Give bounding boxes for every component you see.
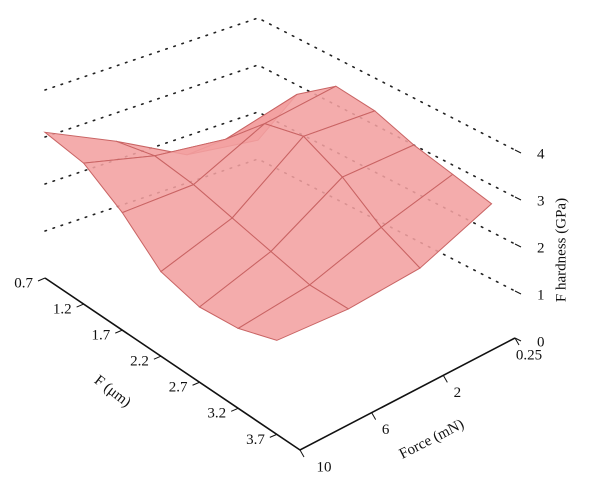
x-tick: [269, 433, 278, 438]
z-tick-label: 0: [537, 334, 545, 350]
grid-line: [44, 17, 516, 151]
x-tick-label: 1.7: [92, 328, 111, 344]
x-tick: [37, 277, 46, 282]
x-tick: [230, 407, 239, 412]
z-axis-title: F hardness (GPa): [553, 198, 569, 302]
z-tick-label: 3: [537, 193, 545, 209]
x-tick: [192, 381, 200, 386]
y-tick: [299, 449, 305, 458]
x-tick-label: 3.7: [246, 432, 265, 448]
z-tick: [514, 337, 522, 342]
z-tick: [514, 196, 522, 201]
z-tick: [514, 243, 522, 248]
z-tick-label: 2: [537, 240, 545, 256]
surface-patch: [236, 284, 350, 341]
z-tick: [514, 149, 522, 154]
z-tick-label: 1: [537, 287, 545, 303]
x-tick-label: 2.7: [169, 380, 188, 396]
x-tick-label: 2.2: [130, 354, 149, 370]
x-tick-label: 3.2: [207, 406, 226, 422]
x-tick: [115, 329, 123, 334]
y-tick-label: 10: [317, 459, 332, 475]
z-tick-label: 4: [537, 146, 545, 162]
x-tick: [153, 355, 162, 360]
y-tick: [442, 375, 448, 383]
y-tick: [371, 412, 377, 420]
x-tick: [76, 303, 84, 308]
grid-line: [44, 64, 516, 198]
y-tick-label: 6: [382, 422, 390, 438]
y-tick-label: 2: [454, 385, 462, 401]
y-axis-title: Force (mN): [397, 416, 467, 462]
y-tick: [514, 337, 520, 346]
x-axis-title: F (μm): [91, 372, 134, 410]
x-tick-label: 0.7: [14, 275, 33, 291]
x-tick-label: 1.2: [53, 301, 72, 317]
y-tick-label: 0.25: [516, 347, 542, 363]
z-tick: [514, 290, 522, 295]
